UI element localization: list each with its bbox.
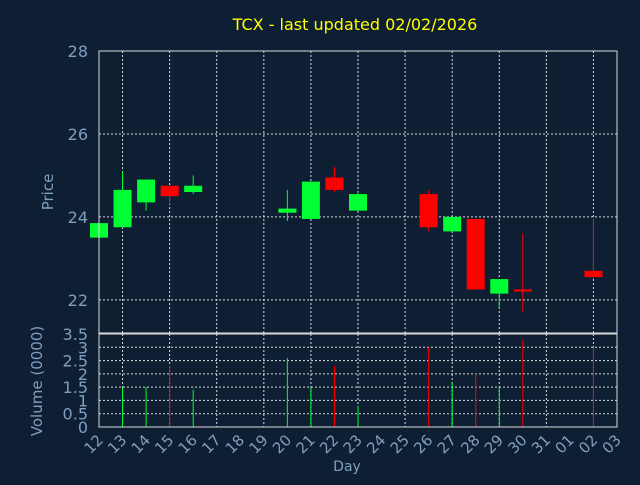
volume-axis: 00.511.522.533.5 — [63, 325, 88, 437]
price-tick-label: 28 — [68, 42, 88, 61]
day-tick-label: 18 — [222, 431, 248, 457]
day-tick-label: 01 — [552, 431, 578, 457]
candle-body — [184, 185, 203, 192]
candle-body — [466, 218, 485, 290]
volume-tick-label: 0.5 — [63, 405, 88, 424]
day-tick-label: 30 — [504, 431, 530, 457]
day-tick-label: 31 — [528, 431, 554, 457]
day-tick-label: 21 — [293, 431, 319, 457]
day-tick-label: 25 — [387, 431, 413, 457]
candle-body — [490, 279, 509, 294]
price-tick-label: 24 — [68, 208, 88, 227]
day-tick-label: 03 — [599, 431, 625, 457]
candle-body — [443, 216, 462, 232]
price-axis: 22 24 26 28 — [68, 42, 88, 310]
candle-body — [160, 185, 179, 197]
volume-tick-label: 3 — [78, 338, 88, 357]
day-tick-label: 22 — [316, 431, 342, 457]
chart-title: TCX - last updated 02/02/2026 — [232, 15, 478, 34]
day-tick-label: 23 — [340, 431, 366, 457]
day-tick-label: 15 — [151, 431, 177, 457]
candle-body — [137, 179, 156, 203]
candle-body — [113, 189, 132, 228]
day-tick-label: 28 — [457, 431, 483, 457]
day-axis-label: Day — [333, 459, 361, 475]
price-panel-frame — [98, 50, 618, 334]
volume-tick-label: 3.5 — [63, 325, 88, 344]
volume-bars — [122, 339, 594, 427]
day-tick-label: 26 — [410, 431, 436, 457]
volume-tick-label: 0 — [78, 418, 88, 437]
volume-axis-label: Volume (0000) — [28, 326, 46, 436]
day-tick-label: 13 — [104, 431, 130, 457]
price-tick-label: 26 — [68, 125, 88, 144]
volume-tick-label: 2.5 — [63, 352, 88, 371]
price-axis-label: Price — [39, 174, 57, 211]
day-tick-label: 27 — [434, 431, 460, 457]
candle-body — [301, 181, 320, 219]
day-tick-label: 02 — [575, 431, 601, 457]
day-tick-label: 16 — [175, 431, 201, 457]
day-axis: 1213141516171819202122232425262728293031… — [81, 431, 625, 457]
day-tick-label: 14 — [128, 431, 154, 457]
candle-body — [325, 177, 344, 190]
day-tick-label: 17 — [198, 431, 224, 457]
candles — [90, 167, 603, 313]
candle-body — [419, 194, 438, 228]
volume-tick-label: 1 — [78, 391, 88, 410]
day-tick-label: 29 — [481, 431, 507, 457]
candle-body — [278, 208, 297, 213]
day-tick-label: 19 — [245, 431, 271, 457]
day-tick-label: 24 — [363, 431, 389, 457]
price-tick-label: 22 — [68, 291, 88, 310]
candle-body — [513, 289, 532, 292]
candle-body — [584, 270, 603, 278]
candle-body — [349, 194, 367, 211]
volume-tick-label: 2 — [78, 365, 88, 384]
volume-tick-label: 1.5 — [63, 378, 88, 397]
day-tick-label: 20 — [269, 431, 295, 457]
volume-panel-frame — [98, 333, 618, 428]
